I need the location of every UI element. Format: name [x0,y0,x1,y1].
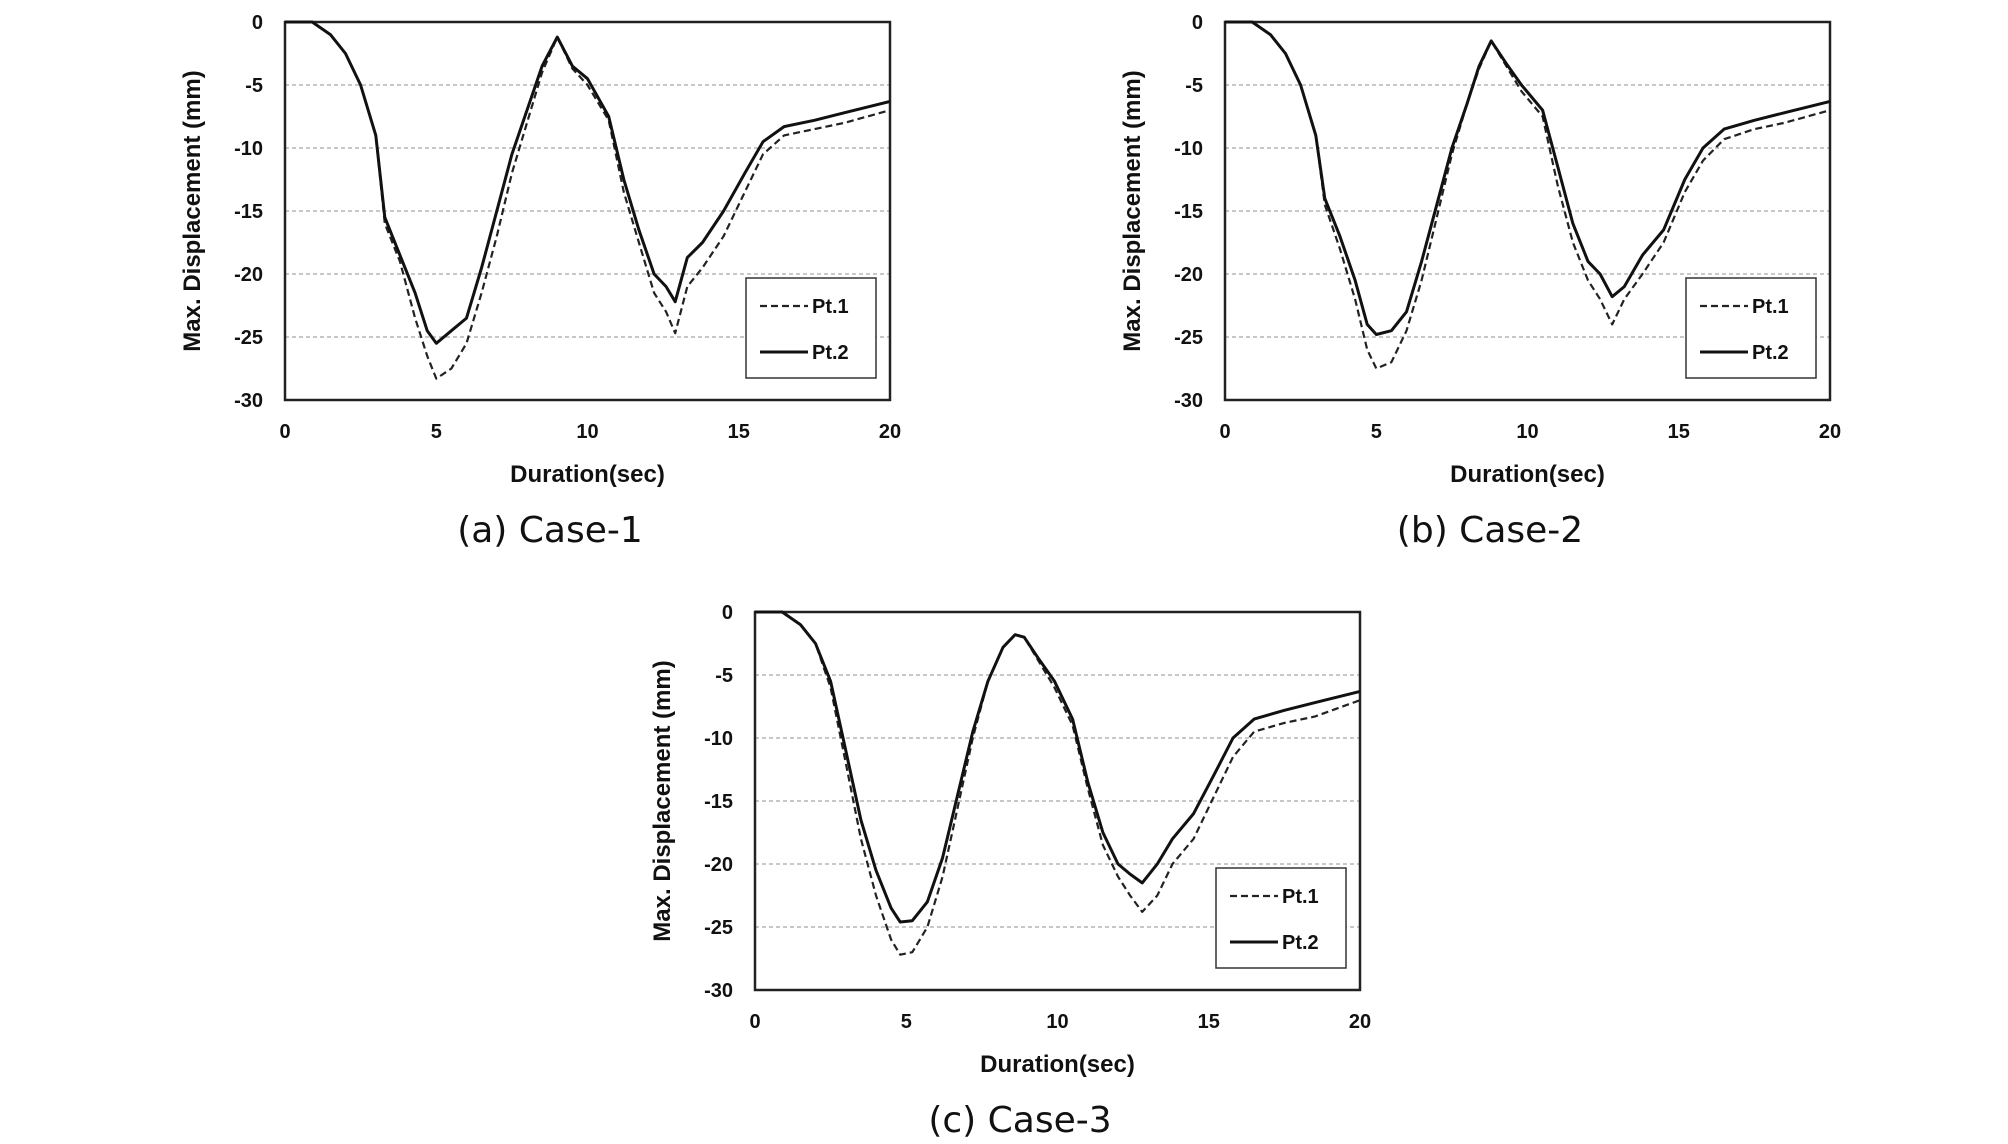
x-tick-label: 15 [1668,421,1690,443]
legend-label: Pt.1 [1752,296,1789,318]
x-axis-title: Duration(sec) [1450,461,1605,488]
legend-box [1215,867,1347,969]
y-tick-label: -30 [704,980,733,1002]
y-axis-title: Max. Displacement (mm) [1119,70,1146,351]
y-tick-label: -10 [1174,138,1203,160]
legend-label: Pt.2 [1752,342,1789,364]
x-tick-label: 0 [279,421,290,443]
y-tick-label: -20 [704,854,733,876]
legend-box [1685,277,1817,379]
x-tick-label: 10 [1046,1011,1068,1033]
y-tick-label: -10 [234,138,263,160]
y-tick-label: -30 [1174,390,1203,412]
x-tick-label: 5 [1371,421,1382,443]
y-tick-label: -25 [234,327,263,349]
chart-svg: 0 -5 -10 -15 -20 -25 -30 0 5 10 15 20 Duration(sec) M… [649,602,1371,1078]
x-axis-title: Duration(sec) [510,461,665,488]
series-line-Pt2 [1225,20,1831,336]
chart-caption: (c) Case-3 [928,1100,1112,1141]
y-tick-label: -5 [715,665,733,687]
x-tick-label: 20 [1819,421,1841,443]
x-tick-label: 20 [879,421,901,443]
chart-svg: 0 -5 -10 -15 -20 -25 -30 0 5 10 15 20 Duration(sec) M… [1119,12,1841,488]
y-tick-label: -20 [234,264,263,286]
x-axis-title: Duration(sec) [980,1051,1135,1078]
y-tick-label: -25 [704,917,733,939]
chart-caption: (a) Case-1 [457,510,643,551]
x-tick-label: 10 [576,421,598,443]
chart-svg: 0 -5 -10 -15 -20 -25 -30 0 5 10 15 20 Duration(sec) M… [179,12,901,488]
x-tick-label: 10 [1516,421,1538,443]
y-axis-title: Max. Displacement (mm) [649,660,676,941]
series-line-Pt2 [755,610,1361,924]
y-tick-label: -25 [1174,327,1203,349]
legend-label: Pt.2 [1282,932,1319,954]
chart-caption: (b) Case-2 [1396,510,1584,551]
y-axis-title: Max. Displacement (mm) [179,70,206,351]
y-tick-label: -10 [704,728,733,750]
y-tick-label: -15 [704,791,733,813]
legend-box [745,277,877,379]
y-tick-label: -20 [1174,264,1203,286]
y-tick-label: 0 [722,602,733,624]
x-tick-label: 5 [901,1011,912,1033]
legend-label: Pt.2 [812,342,849,364]
plot-area [1223,20,1832,402]
legend-label: Pt.1 [1282,886,1319,908]
x-tick-label: 5 [431,421,442,443]
y-tick-label: 0 [1192,12,1203,34]
legend-label: Pt.1 [812,296,849,318]
plot-area [283,20,892,402]
y-tick-label: -5 [245,75,263,97]
y-tick-label: -5 [1185,75,1203,97]
x-tick-label: 20 [1349,1011,1371,1033]
y-tick-label: 0 [252,12,263,34]
x-tick-label: 15 [1198,1011,1220,1033]
x-tick-label: 0 [749,1011,760,1033]
y-tick-label: -15 [1174,201,1203,223]
x-tick-label: 0 [1219,421,1230,443]
x-tick-label: 15 [728,421,750,443]
series-line-Pt2 [285,20,891,345]
y-tick-label: -30 [234,390,263,412]
y-tick-label: -15 [234,201,263,223]
plot-area [753,610,1362,992]
